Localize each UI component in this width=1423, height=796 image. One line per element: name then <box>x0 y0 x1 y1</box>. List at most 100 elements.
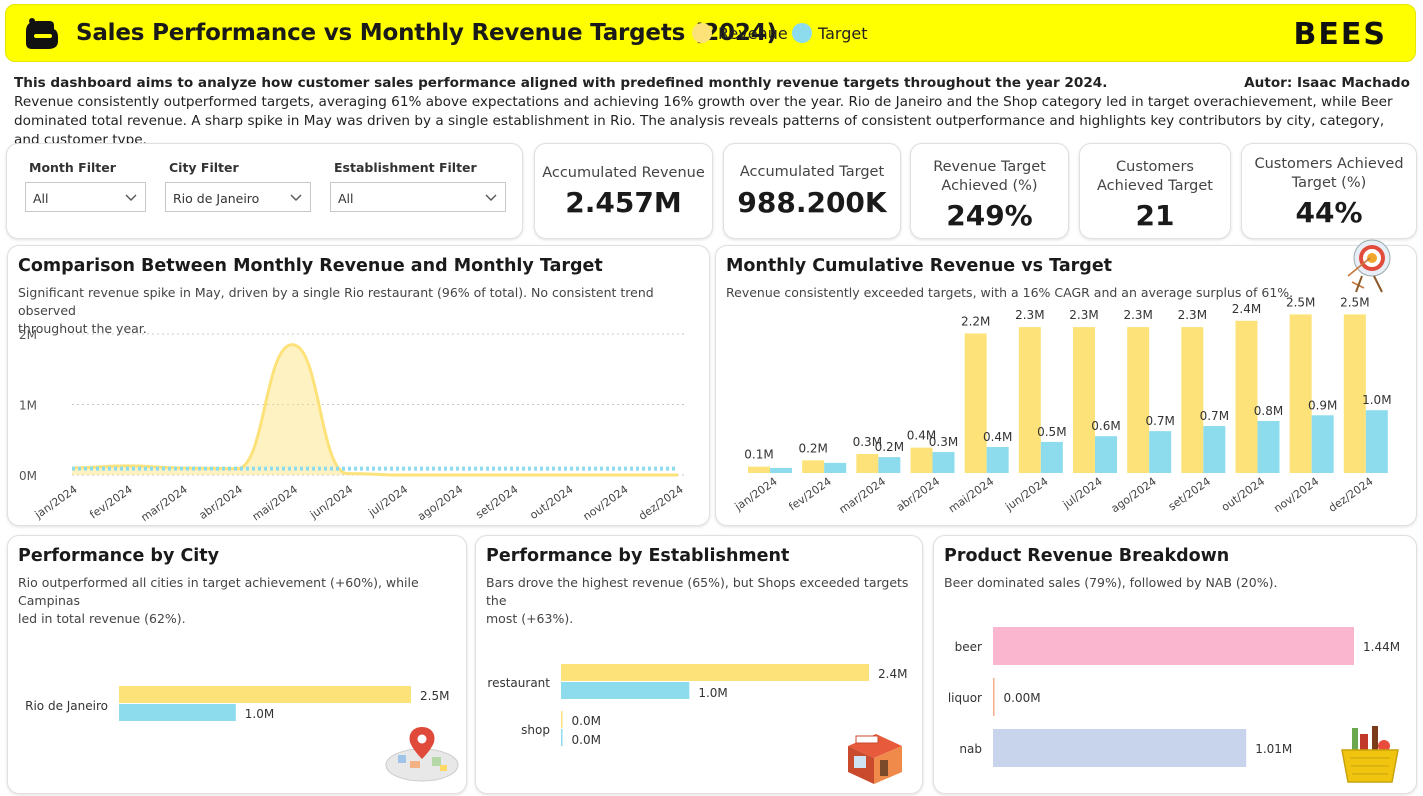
shopping-basket-icon <box>1338 722 1402 792</box>
revenue-data-label: 0.3M <box>853 435 882 449</box>
city-map-pin-icon <box>384 721 460 787</box>
establishment-filter-select[interactable]: All <box>330 182 506 212</box>
revenue-bar <box>1181 327 1204 473</box>
target-bar <box>561 682 690 699</box>
kpi-accumulated-revenue: Accumulated Revenue 2.457M <box>534 143 713 239</box>
revenue-data-label: 0.1M <box>744 448 773 462</box>
revenue-bar <box>802 460 825 473</box>
city-filter-select[interactable]: Rio de Janeiro <box>165 182 311 212</box>
target-bar <box>824 462 847 473</box>
x-tick-label: out/2024 <box>1219 475 1267 514</box>
kpi-accumulated-target: Accumulated Target 988.200K <box>723 143 901 239</box>
target-bar <box>770 467 792 473</box>
y-category-label: Rio de Janeiro <box>25 699 108 713</box>
revenue-bar <box>561 664 869 681</box>
product-chart: beer 1.44M liquor 0.00M nab 1.01M <box>948 627 1400 767</box>
chart-subtitle-line1: Significant revenue spike in May, driven… <box>18 285 654 318</box>
cumulative-chart: 0.1Mjan/20240.2Mfev/20240.3M0.2Mmar/2024… <box>732 295 1392 516</box>
establishment-filter-label: Establishment Filter <box>334 160 477 175</box>
kpi-label-line2: Achieved Target <box>1097 178 1213 194</box>
filters-panel: Month Filter All City Filter Rio de Jane… <box>6 143 523 239</box>
x-tick-label: jun/2024 <box>1002 475 1050 514</box>
target-data-label: 0.7M <box>1200 409 1229 423</box>
x-tick-label: jan/2024 <box>32 483 80 522</box>
chart-title: Performance by Establishment <box>486 546 790 566</box>
target-data-label: 0.8M <box>1254 404 1283 418</box>
month-filter-select[interactable]: All <box>25 182 146 212</box>
target-bar <box>986 446 1009 473</box>
chart-subtitle: Significant revenue spike in May, driven… <box>18 284 709 338</box>
product-data-label: 1.44M <box>1363 640 1400 654</box>
x-tick-label: dez/2024 <box>636 483 685 523</box>
chart-subtitle: Rio outperformed all cities in target ac… <box>18 574 466 628</box>
revenue-data-label: 2.3M <box>1123 308 1152 322</box>
revenue-line <box>71 343 678 477</box>
kpi-value: 44% <box>1295 196 1363 229</box>
revenue-legend-dot-icon <box>692 23 712 43</box>
revenue-data-label: 2.3M <box>1178 308 1207 322</box>
chevron-down-icon <box>485 194 497 201</box>
revenue-bar <box>1018 327 1041 473</box>
x-tick-label: ago/2024 <box>1109 475 1159 516</box>
target-data-label: 1.0M <box>245 707 274 721</box>
intro-text: This dashboard aims to analyze how custo… <box>14 74 1410 150</box>
revenue-data-label: 2.5M <box>420 689 449 703</box>
chevron-down-icon <box>125 194 137 201</box>
legend-target-label: Target <box>818 23 868 43</box>
chevron-down-icon <box>290 194 302 201</box>
revenue-data-label: 0.0M <box>572 714 601 728</box>
target-data-label: 0.6M <box>1091 419 1120 433</box>
chart-subtitle-line1: Rio outperformed all cities in target ac… <box>18 575 419 608</box>
y-category-label: restaurant <box>487 676 550 690</box>
y-category-label: nab <box>959 742 982 756</box>
product-breakdown-card: Product Revenue Breakdown Beer dominated… <box>933 535 1417 794</box>
monthly-comparison-card: Comparison Between Monthly Revenue and M… <box>7 245 710 526</box>
page-title: Sales Performance vs Monthly Revenue Tar… <box>76 20 777 46</box>
kpi-value: 988.200K <box>737 186 887 219</box>
kpi-label: Accumulated Revenue <box>542 165 705 181</box>
intro-body: Revenue consistently outperformed target… <box>14 94 1393 148</box>
x-tick-label: jun/2024 <box>307 483 355 522</box>
y-tick-label: 2M <box>19 328 37 342</box>
chart-subtitle: Revenue consistently exceeded targets, w… <box>726 285 1294 300</box>
establishment-filter-value: All <box>338 191 354 206</box>
target-bar <box>1365 410 1388 473</box>
establishment-chart: restaurant 2.4M 1.0M shop 0.0M 0.0M <box>487 664 907 747</box>
revenue-data-label: 2.4M <box>878 667 907 681</box>
legend-target[interactable]: Target <box>792 23 868 43</box>
kpi-revenue-target-pct: Revenue Target Achieved (%) 249% <box>910 143 1069 239</box>
revenue-bar <box>1343 314 1366 473</box>
revenue-bar <box>1235 320 1258 473</box>
target-data-label: 0.2M <box>875 440 904 454</box>
x-tick-label: out/2024 <box>527 483 575 522</box>
kpi-customers-achieved: Customers Achieved Target 21 <box>1079 143 1231 239</box>
y-tick-label: 1M <box>19 399 37 413</box>
target-bar <box>1149 431 1172 473</box>
y-category-label: shop <box>521 723 550 737</box>
x-tick-label: jul/2024 <box>365 483 410 520</box>
revenue-data-label: 0.2M <box>798 441 827 455</box>
x-tick-label: abr/2024 <box>894 475 942 514</box>
chart-title: Product Revenue Breakdown <box>944 546 1230 566</box>
revenue-data-label: 2.3M <box>1069 308 1098 322</box>
x-tick-label: fev/2024 <box>786 475 833 514</box>
revenue-bar <box>119 686 411 703</box>
revenue-data-label: 2.4M <box>1232 302 1261 316</box>
chart-title: Performance by City <box>18 546 220 566</box>
x-tick-label: dez/2024 <box>1326 475 1375 515</box>
revenue-data-label: 2.2M <box>961 314 990 328</box>
establishment-performance-card: Performance by Establishment Bars drove … <box>475 535 923 794</box>
y-tick-label: 0M <box>19 469 37 483</box>
legend-revenue-label: Revenue <box>718 23 788 43</box>
legend-revenue[interactable]: Revenue <box>692 23 788 43</box>
revenue-bar <box>561 711 563 728</box>
target-bar <box>561 729 563 746</box>
chart-subtitle-line1: Bars drove the highest revenue (65%), bu… <box>486 575 909 608</box>
chart-title: Monthly Cumulative Revenue vs Target <box>726 256 1113 276</box>
y-category-label: liquor <box>948 691 982 705</box>
target-data-label: 0.9M <box>1308 398 1337 412</box>
target-bar <box>1257 420 1280 473</box>
brand-logo: BEES <box>1293 17 1387 52</box>
kpi-label-line2: Achieved (%) <box>941 178 1038 194</box>
x-tick-label: mai/2024 <box>250 483 300 524</box>
